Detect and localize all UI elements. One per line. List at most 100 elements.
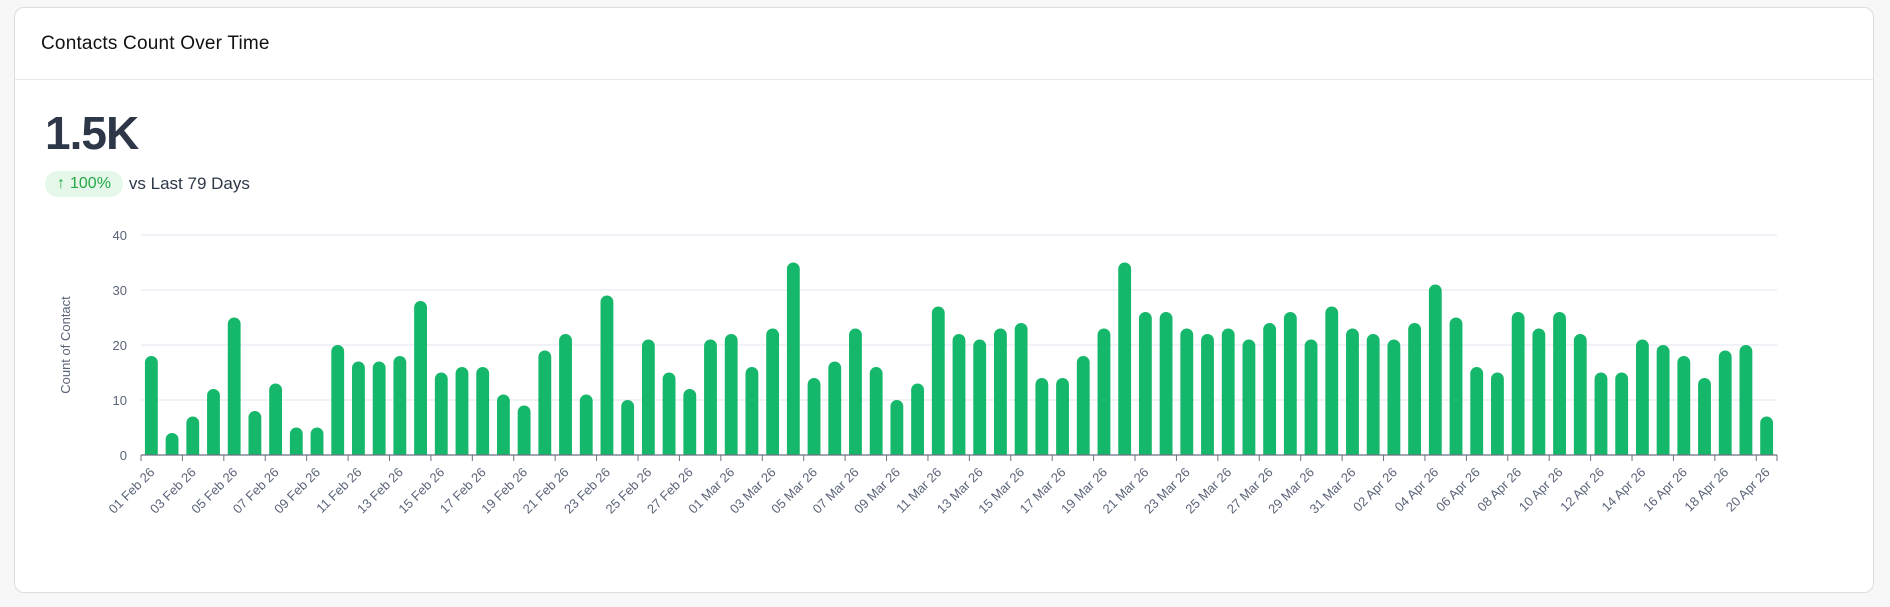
bar (559, 333, 572, 455)
bar (1159, 311, 1173, 455)
bar (1097, 328, 1111, 455)
bar (1138, 311, 1152, 455)
x-tick-label: 08 Apr 26 (1474, 465, 1524, 515)
bar (1511, 311, 1525, 455)
bar (621, 400, 635, 455)
bar (1346, 328, 1359, 455)
change-badge: ↑ 100% (45, 171, 123, 197)
bar (1118, 262, 1132, 455)
bar (641, 339, 655, 455)
bar (1594, 372, 1608, 455)
bar (1263, 322, 1277, 455)
card-header: Contacts Count Over Time (15, 8, 1873, 80)
bar (1035, 377, 1049, 455)
bar (248, 410, 262, 455)
x-tick-label: 31 Mar 26 (1307, 465, 1359, 517)
bar (269, 383, 283, 455)
bar (1635, 339, 1649, 455)
bar (1615, 372, 1629, 455)
bar (496, 394, 510, 455)
x-tick-label: 10 Apr 26 (1516, 465, 1566, 515)
bar (1428, 284, 1442, 455)
bar (1656, 344, 1670, 455)
bar (869, 367, 883, 455)
bar (579, 394, 593, 455)
bar (1718, 350, 1732, 455)
bar (1553, 311, 1566, 455)
bar (1677, 355, 1691, 455)
arrow-up-icon: ↑ (57, 175, 65, 192)
bar (911, 383, 925, 455)
bar (745, 367, 759, 455)
x-tick-label: 14 Apr 26 (1599, 465, 1649, 515)
bar (289, 427, 303, 455)
bar (414, 300, 427, 455)
bar (1076, 356, 1090, 455)
y-tick-label: 40 (113, 228, 127, 243)
bar (517, 405, 531, 455)
bar (165, 433, 179, 455)
bar (1180, 328, 1194, 455)
y-tick-label: 0 (120, 448, 127, 463)
bar (1739, 344, 1753, 455)
x-tick-label: 16 Apr 26 (1640, 465, 1690, 515)
comparison: ↑ 100% vs Last 79 Days (45, 171, 250, 197)
bar (372, 361, 386, 455)
y-axis-label: Count of Contact (58, 296, 73, 394)
bar (476, 367, 490, 455)
change-value: 100% (70, 175, 111, 192)
bar (1283, 311, 1297, 455)
bar (890, 400, 904, 455)
bar (1573, 333, 1587, 455)
x-tick-label: 18 Apr 26 (1681, 465, 1731, 515)
x-tick-label: 06 Apr 26 (1433, 465, 1483, 515)
y-tick-label: 30 (113, 283, 127, 298)
bar (1698, 378, 1711, 455)
bar (704, 339, 717, 455)
bar (1366, 333, 1380, 455)
bar (331, 344, 345, 455)
bar (724, 334, 738, 455)
bar (1304, 339, 1318, 455)
contacts-count-card: Contacts Count Over Time 1.5K ↑ 100% vs … (14, 7, 1874, 593)
bar (600, 295, 614, 455)
bar (1221, 328, 1235, 455)
bar (849, 328, 862, 455)
card-title: Contacts Count Over Time (41, 32, 270, 54)
bar (828, 361, 842, 455)
x-tick-label: 04 Apr 26 (1391, 465, 1441, 515)
bar (1449, 317, 1463, 455)
y-tick-label: 10 (113, 393, 127, 408)
comparison-label: vs Last 79 Days (128, 174, 250, 193)
bar (352, 361, 365, 455)
bar (683, 389, 697, 455)
bar (1056, 377, 1069, 455)
bar (1408, 322, 1422, 455)
bar (1014, 322, 1028, 455)
bar (186, 416, 200, 455)
bar (1387, 339, 1401, 455)
bar (455, 367, 469, 455)
bar (393, 355, 407, 455)
bar (207, 389, 220, 455)
bar (144, 355, 158, 455)
kpi-value: 1.5K (45, 107, 139, 159)
bar (1491, 372, 1504, 455)
bar (434, 372, 448, 455)
bar (973, 339, 987, 455)
x-tick-label: 02 Apr 26 (1350, 465, 1400, 515)
bar (786, 262, 800, 455)
bar (931, 306, 945, 455)
bar (1325, 306, 1339, 455)
x-tick-label: 20 Apr 26 (1723, 465, 1773, 515)
bar (1760, 416, 1774, 455)
bar (1532, 328, 1546, 455)
bar (662, 372, 676, 455)
x-tick-label: 12 Apr 26 (1557, 465, 1607, 515)
bar (766, 328, 780, 455)
bar (993, 328, 1007, 455)
bar (807, 378, 821, 455)
bar (952, 333, 966, 455)
y-tick-label: 20 (113, 338, 127, 353)
